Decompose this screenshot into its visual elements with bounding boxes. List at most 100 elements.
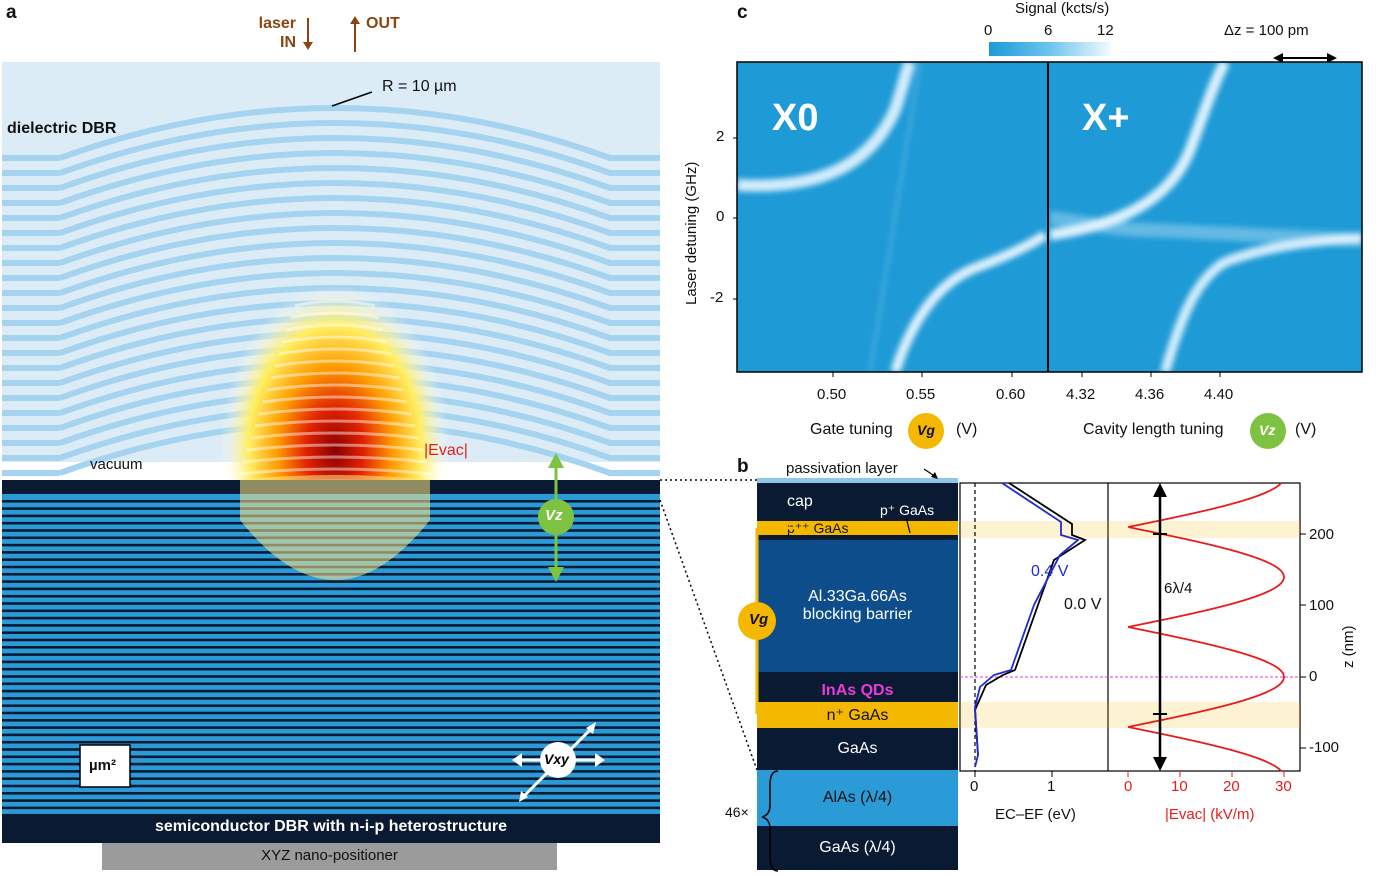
field-curve	[1127, 482, 1285, 772]
semiconductor-dbr-stripe	[2, 624, 660, 627]
colorbar-tick-12: 12	[1097, 22, 1114, 39]
band-curve-0v	[974, 482, 1087, 756]
semiconductor-dbr-stripe	[2, 784, 660, 788]
semiconductor-dbr-stripe	[2, 587, 660, 591]
semiconductor-dbr-stripe	[2, 733, 660, 737]
band-tick-0: 0	[970, 778, 979, 795]
xtick-right-440: 4.40	[1204, 386, 1234, 403]
xtick-left-050: 0.50	[817, 386, 847, 403]
xlabel-right-badge: Vz	[1259, 422, 1276, 438]
xlabel-left-unit: (V)	[956, 421, 978, 438]
mode-node	[270, 371, 400, 380]
z-tick-neg100: -100	[1309, 739, 1340, 756]
ytick-neg2: -2	[710, 289, 724, 306]
dielectric-dbr-layer	[58, 150, 660, 206]
spacer-layer	[757, 535, 958, 540]
xlabel-left: Gate tuning	[810, 421, 893, 438]
xlabel-right: Cavity length tuning	[1083, 421, 1224, 438]
semiconductor-dbr-stripe	[2, 689, 660, 693]
curve-04v-label: 0.4 V	[1031, 563, 1069, 580]
dielectric-dbr-layer	[58, 135, 660, 191]
vxy-badge	[540, 742, 576, 778]
band-curve-04v	[974, 482, 1080, 768]
mode-node	[266, 383, 404, 392]
field-tick-20: 20	[1223, 778, 1240, 795]
dielectric-dbr-layer	[58, 240, 660, 296]
gaas-layer: GaAs	[757, 728, 958, 770]
semiconductor-dbr-stripe	[2, 616, 660, 620]
zoom-connectors	[659, 479, 758, 771]
semiconductor-dbr-stripe	[2, 762, 660, 766]
passivation-layer	[757, 478, 958, 483]
gaas-quarter-layer: GaAs (λ/4)	[757, 826, 958, 870]
field-tick-10: 10	[1171, 778, 1188, 795]
radius-label: R = 10 µm	[382, 78, 457, 95]
x0-label: X0	[772, 97, 819, 139]
z-tick-100: 100	[1309, 597, 1335, 614]
semiconductor-dbr-stripe	[2, 697, 660, 700]
colorbar-tick-6: 6	[1044, 22, 1053, 39]
semiconductor-dbr-stripe	[2, 631, 660, 634]
dz-label: Δz = 100 pm	[1224, 22, 1309, 39]
dielectric-dbr-layer	[58, 120, 660, 176]
dielectric-dbr-layer	[58, 270, 660, 326]
vxy-label: Vxy	[544, 751, 569, 767]
p-gaas-label: p⁺ GaAs	[880, 502, 935, 518]
colorbar	[989, 42, 1111, 56]
mode-node	[262, 395, 408, 404]
z-axis-label: z (nm)	[1340, 625, 1357, 669]
xlabel-right-unit: (V)	[1295, 421, 1317, 438]
mode-node	[278, 347, 392, 356]
semiconductor-dbr-stripe	[2, 711, 660, 715]
vg-badge	[738, 602, 776, 640]
mode-node	[238, 467, 432, 476]
alas-layer: AlAs (λ/4)	[757, 770, 958, 826]
ppp-gaas-label: p⁺⁺ GaAs	[787, 520, 849, 536]
semiconductor-dbr-stripe	[2, 740, 660, 744]
passivation-label: passivation layer	[786, 460, 898, 477]
semiconductor-dbr-stripe	[2, 806, 660, 810]
vz-label: Vz	[545, 507, 563, 524]
mode-tail	[240, 475, 430, 580]
semiconductor-dbr-stripe	[2, 660, 660, 664]
dielectric-dbr-layer	[58, 210, 660, 266]
evac-label: |Evac|	[424, 442, 468, 459]
positioner-label: XYZ nano-positioner	[261, 847, 398, 864]
ytick-0: 0	[716, 208, 725, 225]
semiconductor-dbr-stripe	[2, 682, 660, 686]
semiconductor-dbr-stripe	[2, 653, 660, 656]
mode-node	[250, 431, 420, 440]
colorbar-tick-0: 0	[984, 22, 993, 39]
mode-node	[254, 419, 416, 428]
out-label: OUT	[366, 15, 400, 32]
mode-node	[294, 299, 376, 308]
field-axis-label: |Evac| (kV/m)	[1165, 806, 1255, 823]
semiconductor-dbr-stripe	[2, 726, 660, 729]
semiconductor-dbr-stripe	[2, 602, 660, 605]
mode-node	[290, 311, 380, 320]
mode-node	[286, 323, 384, 332]
panel-b-letter: b	[737, 456, 749, 477]
semiconductor-dbr-stripe	[2, 792, 660, 795]
ytick-2: 2	[716, 128, 725, 145]
laser-in-label: laser IN	[258, 15, 296, 51]
span-label: 6λ/4	[1164, 580, 1193, 597]
band-axis-label: EC–EF (eV)	[995, 806, 1076, 823]
mode-node	[258, 407, 412, 416]
vz-badge	[538, 499, 574, 535]
semiconductor-dbr-stripe	[2, 719, 660, 722]
xtick-right-436: 4.36	[1135, 386, 1165, 403]
panel-a-letter: a	[6, 2, 17, 23]
semiconductor-dbr-stripe	[2, 580, 660, 583]
semiconductor-dbr-stripe	[2, 748, 660, 751]
semiconductor-dbr-stripe	[2, 704, 660, 707]
xtick-left-055: 0.55	[906, 386, 936, 403]
z-tick-200: 200	[1309, 526, 1335, 543]
field-tick-30: 30	[1275, 778, 1292, 795]
semiconductor-dbr-stripe	[2, 675, 660, 678]
positioner-bar	[102, 843, 557, 870]
semiconductor-dbr-stripe	[2, 646, 660, 649]
vacuum-label: vacuum	[90, 456, 143, 473]
panel-a-figure	[2, 16, 660, 870]
dielectric-dbr-layer	[58, 180, 660, 236]
